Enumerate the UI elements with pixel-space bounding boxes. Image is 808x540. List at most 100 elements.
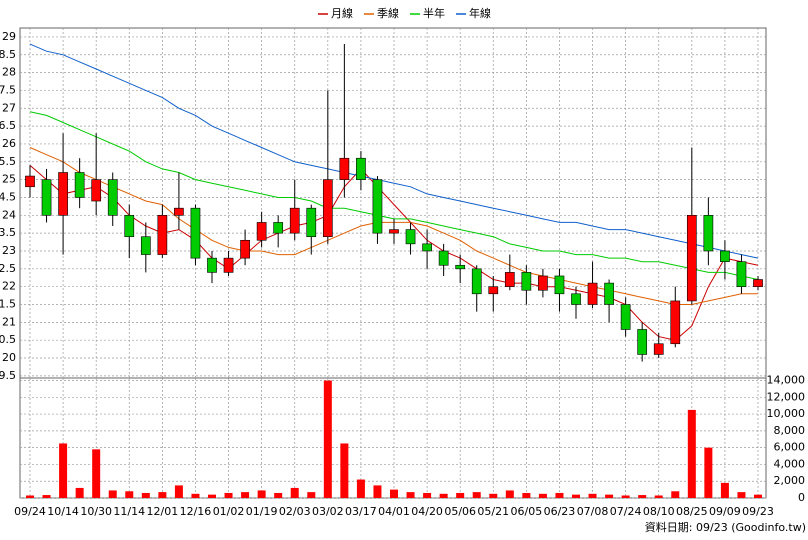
volume-bar: [572, 494, 580, 498]
x-tick-label: 07/24: [610, 505, 642, 518]
x-tick-label: 04/01: [378, 505, 410, 518]
x-tick-label: 03/02: [312, 505, 344, 518]
volume-bar: [224, 492, 233, 498]
volume-bar: [489, 493, 498, 498]
y2-tick-label: 12,000: [767, 390, 806, 403]
ma-line: [29, 43, 759, 259]
volume-bar: [390, 489, 398, 498]
x-tick-label: 07/08: [577, 505, 609, 518]
legend-label: 季線: [377, 6, 399, 20]
candle-body: [521, 272, 532, 291]
volume-bar: [257, 490, 266, 498]
volume-bar: [654, 495, 663, 498]
volume-bar: [125, 491, 134, 498]
y2-tick-label: 6,000: [774, 441, 806, 454]
volume-bar: [158, 492, 167, 498]
volume-bar: [241, 492, 250, 498]
x-tick-label: 02/03: [279, 505, 311, 518]
candle-body: [488, 286, 499, 295]
volume-bar: [42, 495, 51, 498]
legend-label: 月線: [331, 6, 353, 20]
volume-bar: [754, 494, 762, 498]
x-tick-label: 06/05: [511, 505, 543, 518]
y2-tick-label: 2,000: [774, 474, 806, 487]
volume-bar: [174, 485, 183, 498]
x-tick-label: 03/17: [345, 505, 377, 518]
volume-bar: [439, 493, 448, 498]
y-tick-label: 23.5: [0, 226, 16, 239]
candle-body: [471, 268, 482, 295]
volume-bar: [423, 492, 432, 498]
candle-body: [389, 229, 399, 234]
y-tick-label: 26.5: [0, 119, 16, 132]
volume-bar: [92, 449, 101, 498]
volume-bar: [638, 495, 647, 498]
candle-body: [41, 179, 52, 216]
volume-bar: [340, 443, 349, 498]
candle-body: [58, 172, 68, 216]
candle-body: [207, 257, 217, 273]
candle-body: [538, 275, 548, 291]
volume-bar: [671, 491, 680, 498]
y-tick-label: 22.5: [0, 262, 16, 275]
x-tick-label: 09/09: [709, 505, 741, 518]
x-tick-label: 08/25: [676, 505, 708, 518]
x-tick-label: 05/21: [477, 505, 509, 518]
volume-bar: [108, 490, 117, 498]
x-tick-label: 01/19: [246, 505, 278, 518]
candle-body: [736, 261, 747, 287]
candle-body: [107, 179, 118, 216]
candle-body: [653, 343, 664, 355]
volume-bar: [456, 492, 465, 498]
candle-body: [339, 157, 350, 180]
y-tick-label: 28: [2, 66, 16, 79]
volume-bar: [505, 490, 514, 498]
candle-body: [686, 215, 697, 302]
volume-bar: [621, 495, 630, 498]
volume-bar: [605, 494, 614, 498]
candle-body: [405, 229, 416, 245]
candle-body: [438, 250, 449, 266]
candle-body: [720, 250, 730, 262]
y-tick-label: 21: [2, 315, 16, 328]
volume-bar: [59, 443, 68, 498]
x-tick-label: 06/23: [544, 505, 576, 518]
candle-body: [703, 215, 714, 252]
volume-frame: [19, 377, 767, 499]
candle-body: [372, 179, 383, 234]
volume-bar: [538, 493, 547, 498]
volume-bar: [704, 447, 713, 498]
volume-bar: [274, 492, 283, 498]
y-tick-label: 24.5: [0, 190, 16, 203]
y-tick-label: 21.5: [0, 298, 16, 311]
volume-bar: [323, 380, 332, 498]
y-tick-label: 27.5: [0, 83, 16, 96]
candle-body: [256, 222, 267, 241]
volume-bar: [191, 493, 200, 498]
volume-bar: [720, 482, 729, 498]
y-tick-label: 27: [2, 101, 16, 114]
candle-body: [571, 293, 581, 305]
candle-body: [240, 239, 250, 259]
volume-bar: [26, 495, 34, 498]
y2-tick-label: 10,000: [767, 407, 806, 420]
candle-body: [25, 175, 35, 188]
volume-bar: [737, 492, 746, 498]
candle-body: [289, 207, 300, 234]
candle-body: [157, 215, 168, 255]
candle-body: [124, 215, 135, 238]
candle-body: [306, 207, 317, 238]
candle-body: [322, 179, 333, 238]
y2-tick-label: 14,000: [767, 374, 806, 387]
volume-bar: [588, 493, 597, 498]
volume-bar: [141, 492, 150, 498]
x-tick-label: 10/14: [47, 505, 79, 518]
candle-body: [637, 329, 648, 355]
candle-body: [587, 282, 598, 305]
source-note: 資料日期: 09/23 (Goodinfo.tw): [645, 520, 806, 534]
candle-body: [753, 279, 763, 287]
x-tick-label: 01/02: [213, 505, 245, 518]
volume-bar: [406, 492, 415, 498]
candle-body: [604, 282, 614, 305]
volume-bar: [472, 492, 481, 498]
